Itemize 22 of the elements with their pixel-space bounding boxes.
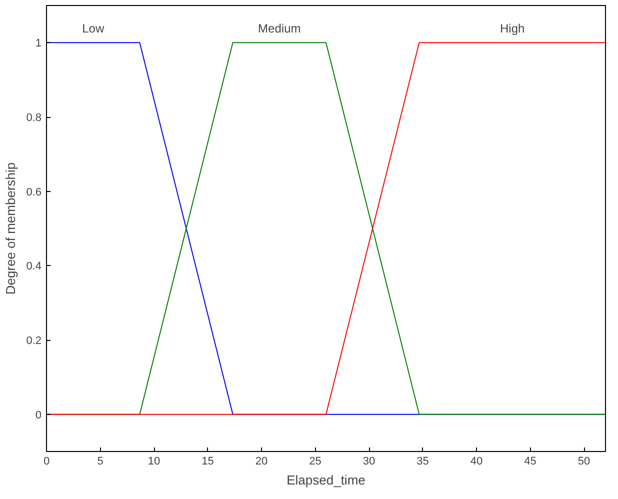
x-axis-title: Elapsed_time (286, 472, 366, 488)
x-tick-label: 40 (470, 456, 483, 468)
y-tick-label: 0.6 (26, 186, 42, 198)
x-tick-label: 10 (148, 456, 160, 468)
y-tick-label: 0.4 (26, 260, 42, 273)
x-tick-label: 30 (362, 456, 376, 468)
series-label: Low (82, 22, 104, 36)
y-tick-label: 1 (35, 38, 42, 50)
y-tick-label: 0.2 (26, 335, 42, 347)
y-tick-label: 0 (35, 409, 42, 422)
x-tick-label: 15 (202, 456, 214, 468)
y-axis-title: Degree of membership (3, 162, 18, 295)
series-label: Medium (258, 22, 301, 36)
y-tick-label: 0.8 (26, 112, 42, 124)
x-tick-label: 20 (255, 456, 268, 468)
x-tick-label: 50 (578, 456, 590, 468)
series-label: High (500, 22, 525, 36)
x-tick-label: 0 (43, 456, 50, 468)
x-tick-label: 5 (97, 456, 104, 468)
x-tick-label: 45 (524, 456, 536, 468)
x-tick-label: 25 (309, 456, 322, 468)
x-tick-label: 35 (416, 456, 429, 468)
